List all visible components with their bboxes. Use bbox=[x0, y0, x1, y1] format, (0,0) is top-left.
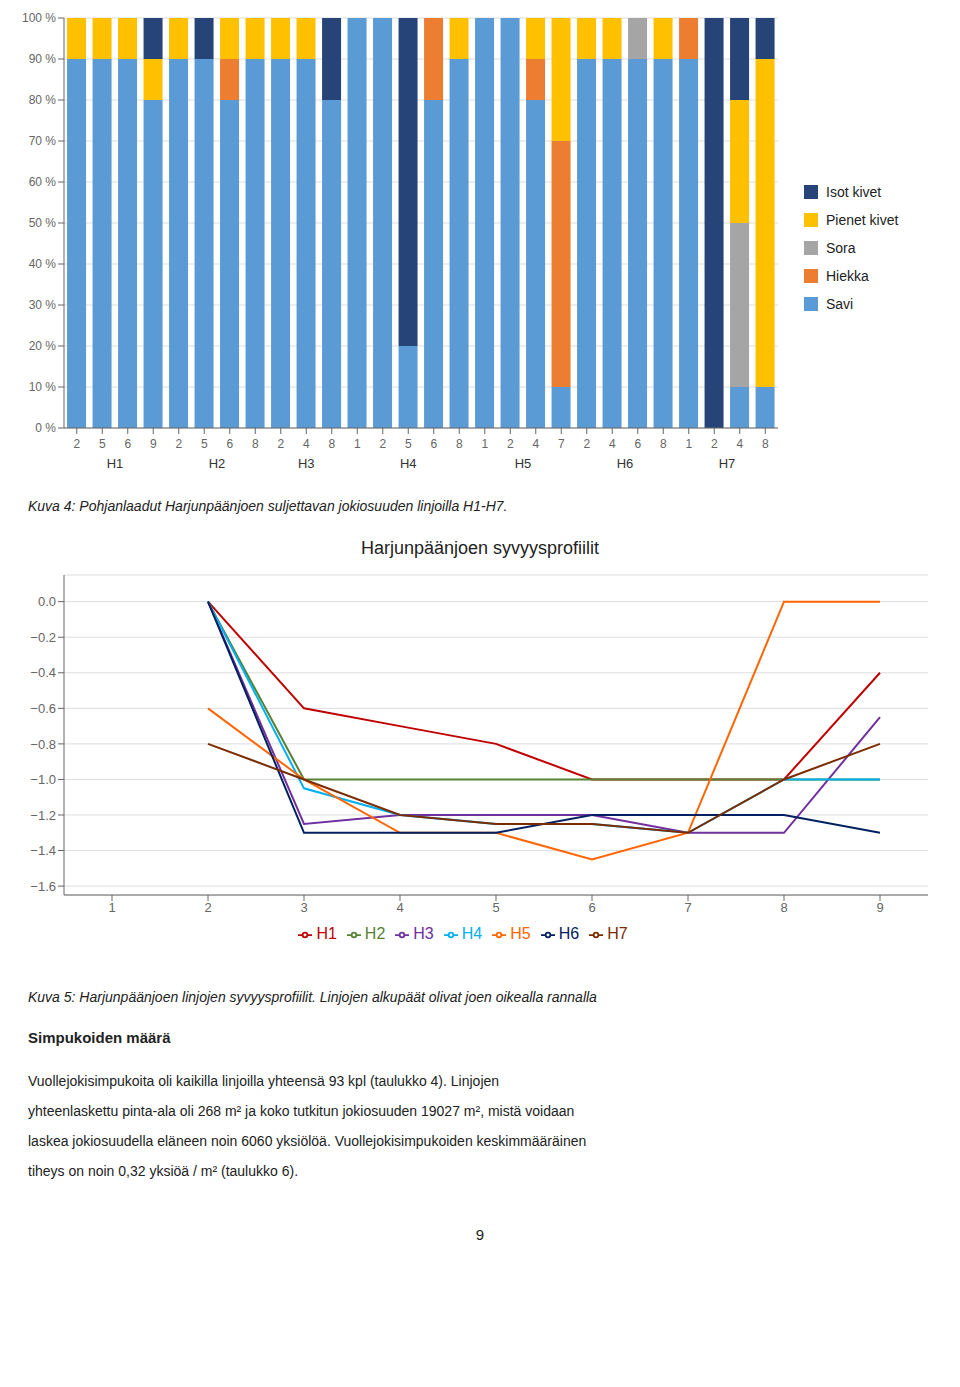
html-text:H5: H5 bbox=[510, 925, 531, 942]
html-text:tiheys on noin 0,32 yksiöä / m: tiheys on noin 0,32 yksiöä / m² (taulukk… bbox=[28, 1163, 298, 1179]
html-text:H7: H7 bbox=[607, 925, 628, 942]
svg-text:2: 2 bbox=[175, 437, 182, 451]
svg-text:2: 2 bbox=[507, 437, 514, 451]
svg-text:2: 2 bbox=[379, 437, 386, 451]
svg-text:8: 8 bbox=[660, 437, 667, 451]
svg-text:−0.2: −0.2 bbox=[30, 630, 56, 645]
svg-text:9: 9 bbox=[876, 900, 883, 915]
svg-text:1: 1 bbox=[108, 900, 115, 915]
svg-text:7: 7 bbox=[558, 437, 565, 451]
svg-text:−0.8: −0.8 bbox=[30, 737, 56, 752]
svg-text:−0.4: −0.4 bbox=[30, 665, 56, 680]
html-text:Savi: Savi bbox=[826, 296, 854, 312]
svg-text:8: 8 bbox=[780, 900, 787, 915]
svg-text:6: 6 bbox=[124, 437, 131, 451]
svg-text:2: 2 bbox=[583, 437, 590, 451]
svg-text:20 %: 20 % bbox=[29, 339, 57, 353]
svg-text:−1.4: −1.4 bbox=[30, 843, 56, 858]
html-text:Harjunpäänjoen syvyysprofiilit: Harjunpäänjoen syvyysprofiilit bbox=[360, 538, 600, 558]
html-text:H1: H1 bbox=[316, 925, 337, 942]
svg-text:2: 2 bbox=[73, 437, 80, 451]
html-text:Pienet kivet: Pienet kivet bbox=[826, 212, 899, 228]
svg-text:4: 4 bbox=[736, 437, 743, 451]
svg-text:0 %: 0 % bbox=[35, 421, 56, 435]
svg-text:4: 4 bbox=[609, 437, 616, 451]
svg-text:70 %: 70 % bbox=[29, 134, 57, 148]
svg-text:2: 2 bbox=[277, 437, 284, 451]
svg-text:90 %: 90 % bbox=[29, 52, 57, 66]
svg-text:6: 6 bbox=[430, 437, 437, 451]
svg-text:H3: H3 bbox=[298, 456, 315, 471]
svg-text:5: 5 bbox=[492, 900, 499, 915]
svg-text:10 %: 10 % bbox=[29, 380, 57, 394]
html-text:Hiekka: Hiekka bbox=[826, 268, 869, 284]
svg-text:H6: H6 bbox=[617, 456, 634, 471]
html-text:Vuollejokisimpukoita oli kaiki: Vuollejokisimpukoita oli kaikilla linjoi… bbox=[28, 1073, 500, 1089]
html-text:laskea jokiosuudella eläneen n: laskea jokiosuudella eläneen noin 6060 y… bbox=[28, 1133, 587, 1149]
svg-text:6: 6 bbox=[226, 437, 233, 451]
svg-text:0.0: 0.0 bbox=[38, 594, 56, 609]
svg-text:−0.6: −0.6 bbox=[30, 701, 56, 716]
html-text:Sora: Sora bbox=[826, 240, 856, 256]
svg-text:3: 3 bbox=[300, 900, 307, 915]
svg-text:4: 4 bbox=[532, 437, 539, 451]
svg-text:−1.6: −1.6 bbox=[30, 879, 56, 894]
svg-text:9: 9 bbox=[150, 437, 157, 451]
svg-text:H4: H4 bbox=[400, 456, 417, 471]
svg-text:8: 8 bbox=[762, 437, 769, 451]
svg-text:−1.2: −1.2 bbox=[30, 808, 56, 823]
svg-text:80 %: 80 % bbox=[29, 93, 57, 107]
svg-text:H5: H5 bbox=[515, 456, 532, 471]
html-text:Kuva 5: Harjunpäänjoen linjoje: Kuva 5: Harjunpäänjoen linjojen syvyyspr… bbox=[28, 989, 597, 1005]
svg-text:8: 8 bbox=[328, 437, 335, 451]
svg-text:6: 6 bbox=[634, 437, 641, 451]
html-text:9: 9 bbox=[475, 1226, 485, 1243]
svg-text:1: 1 bbox=[354, 437, 361, 451]
svg-text:H1: H1 bbox=[107, 456, 124, 471]
svg-text:6: 6 bbox=[588, 900, 595, 915]
svg-text:8: 8 bbox=[252, 437, 259, 451]
svg-text:4: 4 bbox=[396, 900, 403, 915]
html-text:Kuva 4: Pohjanlaadut Harjunpää: Kuva 4: Pohjanlaadut Harjunpäänjoen sulj… bbox=[28, 498, 508, 514]
svg-text:8: 8 bbox=[456, 437, 463, 451]
svg-text:2: 2 bbox=[204, 900, 211, 915]
svg-text:H2: H2 bbox=[209, 456, 226, 471]
svg-text:−1.0: −1.0 bbox=[30, 772, 56, 787]
svg-text:60 %: 60 % bbox=[29, 175, 57, 189]
html-text:yhteenlaskettu pinta-ala oli 2: yhteenlaskettu pinta-ala oli 268 m² ja k… bbox=[28, 1103, 575, 1119]
html-text:H4: H4 bbox=[461, 925, 483, 942]
html-text:Isot kivet: Isot kivet bbox=[826, 184, 882, 200]
svg-text:40 %: 40 % bbox=[29, 257, 57, 271]
svg-text:30 %: 30 % bbox=[29, 298, 57, 312]
svg-text:50 %: 50 % bbox=[29, 216, 57, 230]
html-text:Simpukoiden määrä: Simpukoiden määrä bbox=[28, 1029, 171, 1046]
svg-text:2: 2 bbox=[711, 437, 718, 451]
svg-text:5: 5 bbox=[99, 437, 106, 451]
svg-text:1: 1 bbox=[685, 437, 692, 451]
svg-text:7: 7 bbox=[684, 900, 691, 915]
svg-text:5: 5 bbox=[201, 437, 208, 451]
svg-text:H7: H7 bbox=[719, 456, 736, 471]
svg-text:4: 4 bbox=[303, 437, 310, 451]
html-text:H6: H6 bbox=[558, 925, 580, 942]
html-text:H2: H2 bbox=[364, 925, 386, 942]
svg-text:100 %: 100 % bbox=[22, 11, 56, 25]
svg-text:1: 1 bbox=[481, 437, 488, 451]
html-text:H3: H3 bbox=[413, 925, 434, 942]
svg-text:5: 5 bbox=[405, 437, 412, 451]
